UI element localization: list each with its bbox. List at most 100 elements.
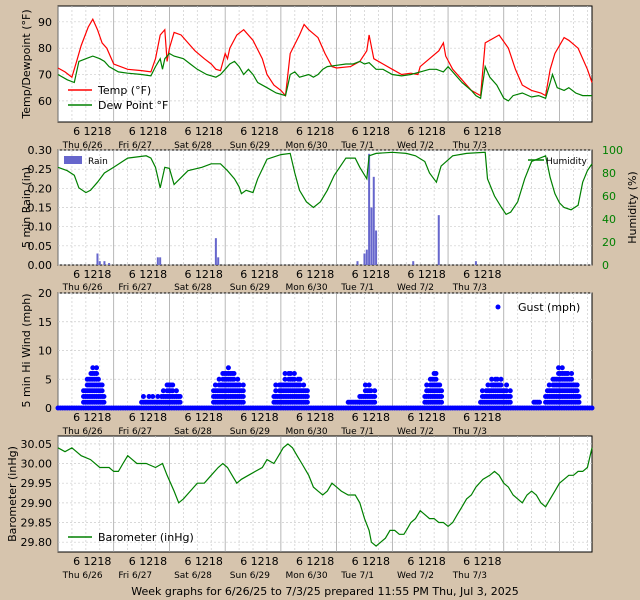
legend-temp-label: Temp (°F): [97, 84, 151, 97]
day-label: Wed 7/2: [397, 427, 434, 437]
gust-point: [504, 388, 510, 394]
hour-tick-label: 6: [296, 125, 303, 138]
hour-tick-label: 18: [209, 555, 223, 568]
y-tick: 80: [38, 42, 52, 55]
hour-tick-label: 6: [185, 125, 192, 138]
gust-point: [291, 376, 297, 382]
day-label: Wed 7/2: [397, 283, 434, 293]
y-tick: 70: [38, 69, 52, 82]
gust-point: [439, 394, 445, 399]
y-tick: 29.80: [21, 536, 53, 549]
hour-tick-label: 12: [251, 268, 265, 281]
rain-bar: [375, 230, 378, 265]
gust-point: [288, 371, 294, 376]
legend-gust-swatch: [495, 304, 501, 310]
gust-point: [297, 376, 303, 382]
gust-point: [95, 376, 101, 382]
hour-tick-label: 18: [153, 555, 167, 568]
y-tick-right: 0: [602, 259, 609, 272]
gust-point: [479, 388, 485, 394]
gust-point: [170, 388, 176, 394]
hour-tick-label: 12: [139, 411, 153, 424]
gust-point: [565, 371, 571, 376]
day-label: Thu 7/3: [452, 141, 487, 151]
hour-tick-label: 18: [432, 411, 446, 424]
y-axis-title-right: Humidity (%): [626, 171, 639, 243]
day-label: Thu 7/3: [452, 571, 487, 581]
gust-point: [485, 382, 491, 388]
gust-point: [556, 365, 562, 371]
day-label: Wed 7/2: [397, 141, 434, 151]
hour-tick-label: 6: [129, 125, 136, 138]
hour-tick-label: 6: [185, 268, 192, 281]
hour-tick-label: 6: [240, 125, 247, 138]
hour-tick-label: 12: [418, 411, 432, 424]
gust-point: [90, 365, 96, 371]
y-tick: 30.00: [21, 458, 53, 471]
y-tick: 0.15: [28, 202, 53, 215]
gust-point: [424, 382, 430, 388]
gust-point: [433, 371, 439, 376]
gust-point: [235, 376, 241, 382]
gust-point: [212, 382, 218, 388]
gust-point: [99, 388, 105, 394]
gust-point: [507, 394, 513, 399]
day-label: Sat 6/28: [174, 141, 212, 151]
day-label: Tue 7/1: [340, 427, 374, 437]
gust-point: [99, 382, 105, 388]
hour-tick-label: 12: [251, 555, 265, 568]
rain-bar: [474, 261, 477, 265]
day-label: Sun 6/29: [230, 571, 270, 581]
rain-bar: [214, 238, 217, 265]
gust-point: [559, 365, 565, 371]
hour-tick-label: 18: [265, 555, 279, 568]
gust-point: [546, 382, 552, 388]
rain-bar: [103, 261, 106, 265]
day-label: Fri 6/27: [118, 141, 152, 151]
gust-point: [101, 394, 107, 399]
hour-tick-label: 6: [463, 555, 470, 568]
hour-tick-label: 18: [97, 268, 111, 281]
hour-tick-label: 12: [362, 268, 376, 281]
hour-tick-label: 18: [97, 411, 111, 424]
hour-tick-label: 18: [376, 411, 390, 424]
y-tick: 15: [38, 316, 52, 329]
rain-bar: [365, 249, 368, 265]
hour-tick-label: 12: [474, 268, 488, 281]
rain-bar: [356, 261, 359, 265]
hour-tick-label: 12: [195, 411, 209, 424]
gust-point: [304, 394, 310, 399]
gust-point: [589, 405, 595, 411]
rain-bar: [159, 257, 162, 265]
gust-point: [569, 376, 575, 382]
hour-tick-label: 12: [195, 268, 209, 281]
hour-tick-label: 18: [265, 125, 279, 138]
gust-point: [240, 399, 246, 405]
gust-point: [282, 371, 288, 376]
gust-point: [94, 371, 100, 376]
y-tick-right: 60: [602, 190, 616, 203]
hour-tick-label: 6: [296, 268, 303, 281]
gust-point: [504, 382, 510, 388]
hour-tick-label: 12: [139, 268, 153, 281]
hour-tick-label: 18: [209, 268, 223, 281]
hour-tick-label: 6: [296, 555, 303, 568]
y-tick: 20: [38, 287, 52, 300]
rain-bar: [108, 263, 111, 265]
gust-point: [140, 394, 146, 399]
gust-point: [498, 382, 504, 388]
gust-point: [304, 399, 310, 405]
day-label: Sat 6/28: [174, 571, 212, 581]
day-label: Sun 6/29: [230, 283, 270, 293]
hour-tick-label: 18: [265, 268, 279, 281]
y-tick: 10: [38, 345, 52, 358]
legend-gust-label: Gust (mph): [518, 301, 580, 314]
hour-tick-label: 12: [474, 555, 488, 568]
rain-bar: [437, 215, 440, 265]
legend-rain-swatch: [64, 156, 82, 164]
hour-tick-label: 6: [185, 411, 192, 424]
gust-point: [273, 388, 279, 394]
hour-tick-label: 18: [320, 555, 334, 568]
hour-tick-label: 18: [153, 411, 167, 424]
